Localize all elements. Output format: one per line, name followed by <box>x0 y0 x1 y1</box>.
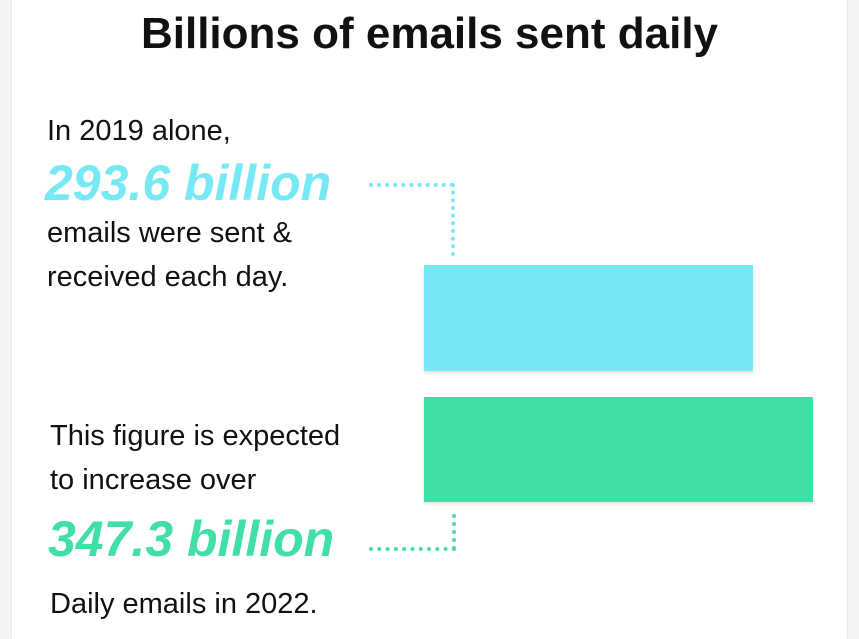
connector-2019-horizontal <box>369 183 454 187</box>
connector-2019-vertical <box>451 183 455 256</box>
value-2019-label: 293.6 billion <box>45 155 332 211</box>
description-2019-line1: emails were sent & <box>47 217 292 249</box>
intro-2019-text: In 2019 alone, <box>47 115 231 147</box>
outro-2022-text: Daily emails in 2022. <box>50 588 318 620</box>
description-2022-line1: This figure is expected <box>50 420 341 452</box>
bar-2019 <box>424 265 753 371</box>
value-2022-label: 347.3 billion <box>48 511 335 567</box>
connector-2022-horizontal <box>369 547 456 551</box>
description-2019-line2: received each day. <box>47 261 289 293</box>
description-2022-line2: to increase over <box>50 464 257 496</box>
chart-title: Billions of emails sent daily <box>140 9 719 58</box>
connector-2022-vertical <box>452 514 456 550</box>
bar-2022 <box>424 397 813 502</box>
